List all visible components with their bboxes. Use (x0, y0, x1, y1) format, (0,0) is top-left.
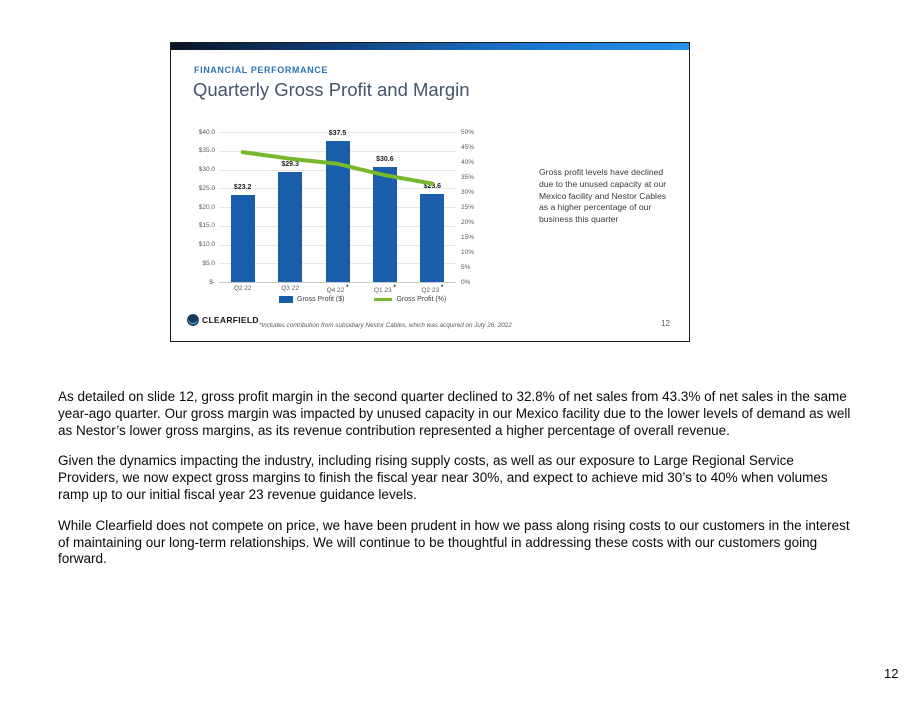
y-axis-right-tick: 40% (461, 158, 475, 166)
gross-profit-bar (230, 195, 255, 282)
x-axis-category-label: Q2 22 (233, 285, 252, 292)
legend-item-gross-profit-percent: Gross Profit (%) (374, 296, 446, 303)
slide-footnote: *Includes contribution from subsidiary N… (259, 322, 512, 329)
y-axis-right-tick: 50% (461, 128, 475, 136)
bar-data-label: $37.5 (328, 130, 347, 138)
slide-title: Quarterly Gross Profit and Margin (193, 79, 470, 100)
y-axis-left-tick: $25.0 (198, 184, 215, 192)
slide-page-number: 12 (661, 319, 670, 328)
embedded-slide: FINANCIAL PERFORMANCE Quarterly Gross Pr… (170, 42, 690, 342)
slide-eyebrow: FINANCIAL PERFORMANCE (194, 65, 328, 75)
y-axis-right-tick: 15% (461, 233, 475, 241)
line-swatch-icon (374, 297, 393, 302)
y-axis-left-tick: $30.0 (198, 166, 215, 173)
transcript-paragraph: As detailed on slide 12, gross profit ma… (58, 389, 851, 438)
legend-label: Gross Profit (%) (396, 296, 447, 303)
page-number: 12 (884, 666, 899, 681)
gross-profit-bar (420, 193, 445, 282)
x-axis-category-label: Q3 22 (281, 285, 299, 292)
y-axis-left-tick: $15.0 (198, 222, 215, 230)
x-axis-category-label: Q4 22 * (326, 285, 349, 295)
slide-top-accent-bar (171, 43, 689, 50)
legend-label: Gross Profit ($) (297, 296, 345, 303)
y-axis-left-tick: $20.0 (198, 203, 215, 211)
y-axis-right-tick: 0% (461, 278, 471, 286)
footnote-asterisk: * (393, 285, 396, 291)
transcript-paragraph: While Clearfield does not compete on pri… (58, 517, 850, 567)
margin-line-series (240, 150, 435, 186)
y-axis-right-tick: 35% (461, 173, 475, 181)
y-axis-left-tick: $10.0 (198, 241, 215, 248)
gross-profit-bar (372, 167, 397, 282)
y-axis-right-tick: 10% (461, 248, 475, 256)
y-axis-left-tick: $- (209, 278, 215, 286)
x-axis-category-label: Q2 23 * (421, 285, 444, 295)
footnote-asterisk: * (440, 285, 444, 291)
clearfield-logo: CLEARFIELD (187, 314, 259, 326)
bar-data-label: $23.2 (233, 184, 252, 191)
y-axis-left-tick: $40.0 (198, 128, 215, 136)
y-axis-right-tick: 45% (461, 143, 475, 151)
y-axis-right-tick: 5% (461, 263, 471, 271)
gross-profit-margin-chart: $23.2 $29.3 $37.5 $30.6 $23.6 $40.0 $35.0 $30.… (191, 127, 491, 303)
legend-item-gross-profit-dollars: Gross Profit ($) (279, 296, 344, 303)
gridline (219, 282, 456, 283)
gross-profit-bar (278, 172, 303, 282)
chart-plot-area: $23.2 $29.3 $37.5 $30.6 $23.6 (219, 130, 456, 283)
clearfield-logo-icon (187, 314, 199, 326)
y-axis-left-tick: $5.0 (202, 259, 215, 267)
bar-data-label: $30.6 (376, 156, 394, 164)
transcript-paragraph: Given the dynamics impacting the industr… (58, 453, 828, 502)
gross-profit-percent-line (240, 150, 435, 186)
y-axis-left-tick: $35.0 (198, 147, 215, 155)
y-axis-right-tick: 25% (461, 203, 475, 211)
clearfield-logo-text: CLEARFIELD (202, 315, 259, 325)
chart-legend: Gross Profit ($) Gross Profit (%) (279, 296, 446, 303)
y-axis-right-tick: 30% (461, 188, 475, 196)
bar-data-label: $29.3 (281, 161, 299, 169)
transcript-body: As detailed on slide 12, gross profit ma… (58, 389, 858, 582)
chart-annotation: Gross profit levels have declined due to… (539, 167, 667, 225)
gridline (219, 132, 456, 133)
x-axis-category-label: Q1 23 * (373, 285, 396, 295)
bar-data-label: $23.6 (423, 182, 442, 190)
y-axis-right-tick: 20% (461, 218, 475, 226)
footnote-asterisk: * (346, 285, 349, 291)
bar-swatch-icon (279, 296, 293, 303)
